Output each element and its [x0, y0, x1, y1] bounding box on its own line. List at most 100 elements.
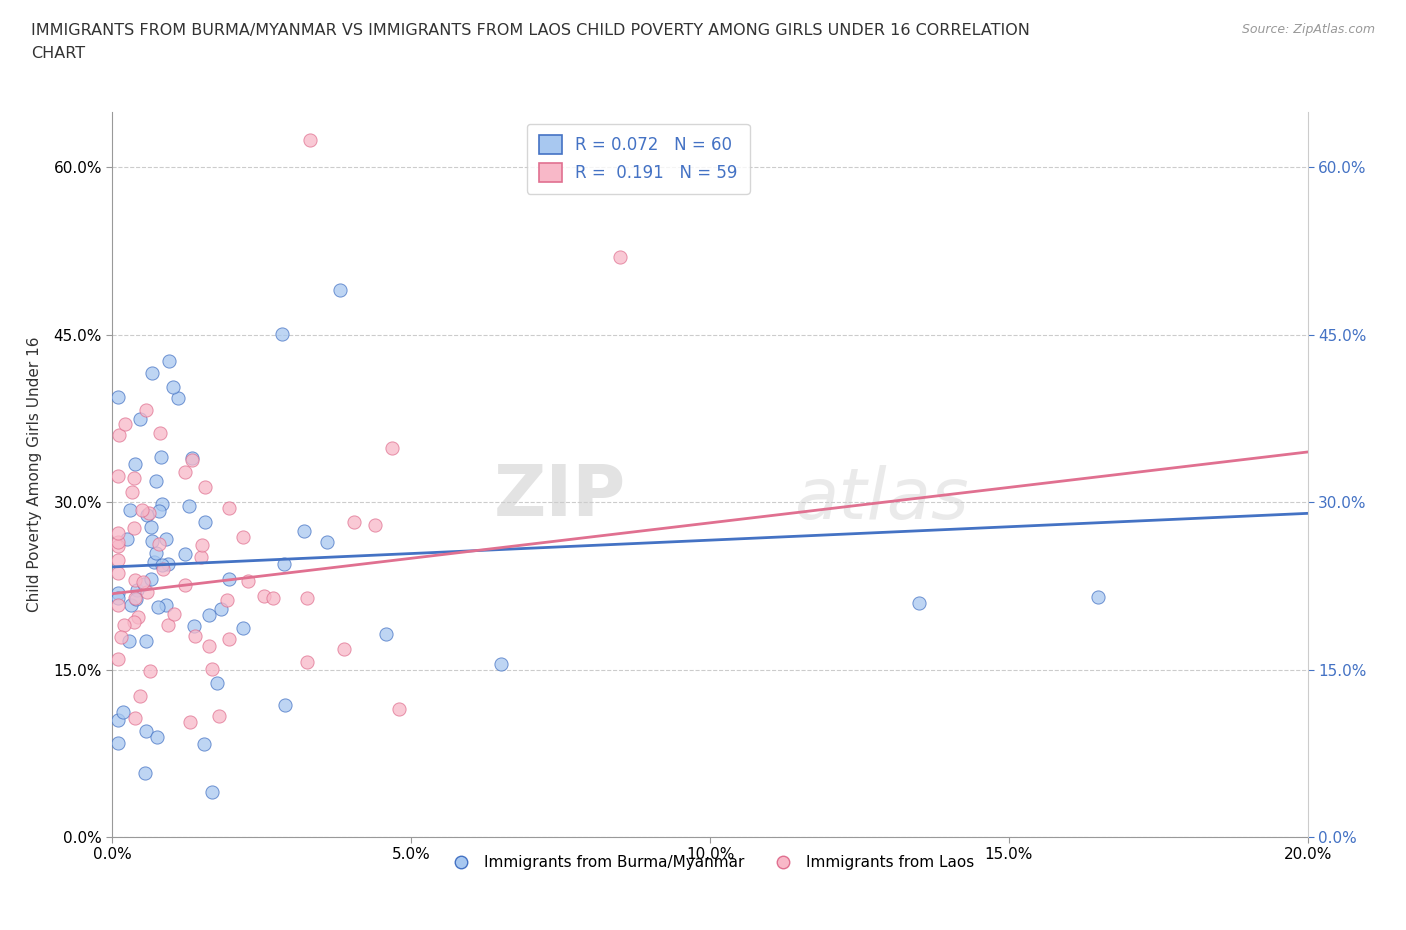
Point	[232, 530, 254, 545]
Point	[489, 657, 512, 671]
Point	[122, 521, 145, 536]
Text: CHART: CHART	[31, 46, 84, 61]
Point	[194, 514, 217, 529]
Point	[128, 411, 150, 426]
Point	[112, 618, 135, 632]
Point	[118, 503, 141, 518]
Point	[146, 599, 169, 614]
Point	[135, 724, 157, 738]
Point	[107, 736, 129, 751]
Legend: Immigrants from Burma/Myanmar, Immigrants from Laos: Immigrants from Burma/Myanmar, Immigrant…	[440, 849, 980, 876]
Point	[162, 379, 184, 394]
Point	[121, 485, 143, 499]
Point	[107, 598, 129, 613]
Point	[139, 571, 162, 586]
Point	[120, 598, 142, 613]
Point	[232, 620, 254, 635]
Point	[125, 583, 148, 598]
Point	[145, 729, 167, 744]
Point	[124, 591, 146, 605]
Point	[134, 765, 156, 780]
Point	[198, 608, 221, 623]
Point	[110, 630, 132, 644]
Point	[1087, 590, 1109, 604]
Point	[139, 519, 162, 534]
Point	[152, 562, 174, 577]
Point	[149, 426, 172, 441]
Text: ZIP: ZIP	[494, 461, 627, 530]
Point	[174, 465, 197, 480]
Point	[333, 641, 356, 656]
Point	[262, 591, 284, 605]
Point	[107, 552, 129, 567]
Point	[180, 450, 202, 465]
Point	[124, 591, 146, 606]
Point	[124, 457, 146, 472]
Point	[191, 538, 214, 552]
Point	[908, 595, 931, 610]
Point	[150, 557, 173, 572]
Point	[138, 664, 160, 679]
Point	[218, 632, 240, 647]
Point	[145, 473, 167, 488]
Point	[148, 537, 170, 551]
Point	[181, 453, 204, 468]
Point	[316, 535, 339, 550]
Point	[295, 654, 318, 669]
Point	[107, 427, 129, 442]
Point	[173, 578, 195, 592]
Point	[273, 556, 295, 571]
Point	[184, 629, 207, 644]
Text: Source: ZipAtlas.com: Source: ZipAtlas.com	[1241, 23, 1375, 36]
Point	[135, 633, 157, 648]
Point	[381, 441, 404, 456]
Y-axis label: Child Poverty Among Girls Under 16: Child Poverty Among Girls Under 16	[28, 337, 42, 612]
Point	[124, 573, 146, 588]
Point	[363, 517, 385, 532]
Point	[131, 503, 153, 518]
Point	[107, 538, 129, 553]
Point	[115, 532, 138, 547]
Point	[142, 554, 165, 569]
Point	[107, 591, 129, 605]
Text: atlas: atlas	[793, 465, 969, 534]
Point	[209, 602, 232, 617]
Text: IMMIGRANTS FROM BURMA/MYANMAR VS IMMIGRANTS FROM LAOS CHILD POVERTY AMONG GIRLS : IMMIGRANTS FROM BURMA/MYANMAR VS IMMIGRA…	[31, 23, 1029, 38]
Point	[138, 506, 160, 521]
Point	[111, 705, 134, 720]
Point	[124, 711, 146, 725]
Point	[136, 584, 159, 599]
Point	[375, 627, 398, 642]
Point	[274, 698, 297, 712]
Point	[118, 633, 141, 648]
Point	[207, 676, 229, 691]
Point	[107, 565, 129, 580]
Point	[201, 662, 224, 677]
Point	[252, 589, 274, 604]
Point	[148, 504, 170, 519]
Point	[159, 353, 181, 368]
Point	[167, 391, 190, 405]
Point	[298, 132, 321, 147]
Point	[145, 545, 167, 560]
Point	[132, 577, 155, 591]
Point	[198, 639, 221, 654]
Point	[194, 480, 217, 495]
Point	[107, 526, 129, 541]
Point	[217, 592, 239, 607]
Point	[141, 534, 163, 549]
Point	[135, 403, 157, 418]
Point	[218, 500, 240, 515]
Point	[150, 497, 173, 512]
Point	[343, 514, 366, 529]
Point	[107, 469, 129, 484]
Point	[179, 714, 201, 729]
Point	[294, 524, 316, 538]
Point	[201, 785, 224, 800]
Point	[129, 688, 152, 703]
Point	[297, 591, 319, 605]
Point	[107, 652, 129, 667]
Point	[236, 574, 259, 589]
Point	[190, 550, 212, 565]
Point	[193, 737, 215, 751]
